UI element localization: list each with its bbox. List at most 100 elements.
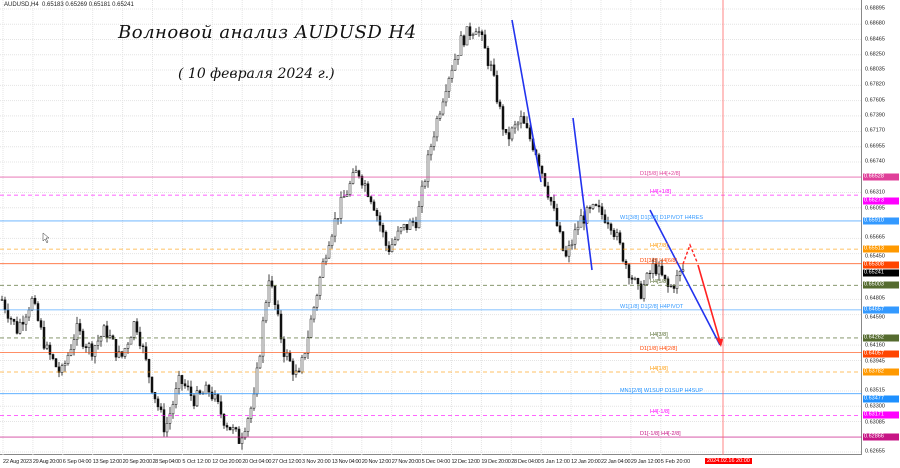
ohlc-values: 0.65183 0.65269 0.65181 0.65241	[42, 2, 134, 8]
candle-body	[357, 170, 361, 177]
candle-body	[96, 340, 100, 346]
candle-body	[522, 116, 526, 124]
x-tick-label: 28 Sep 04:00	[152, 459, 181, 465]
wave-line	[572, 117, 593, 271]
forecast-line	[697, 264, 722, 346]
candle-body	[360, 175, 364, 186]
candle-body	[444, 91, 448, 103]
current-time-label: 2024.02.16 20:00	[705, 458, 752, 464]
y-tick-label: 0.62655	[865, 448, 885, 455]
x-tick-label: 12 Dec 12:00	[451, 459, 480, 465]
wave-line	[511, 19, 542, 183]
candle-body	[666, 278, 670, 287]
candle-body	[537, 154, 541, 167]
candle-body	[456, 55, 460, 60]
candle-body	[306, 337, 310, 354]
price-tag: 0.63171	[863, 411, 899, 419]
candle-body	[153, 392, 157, 400]
candle-body	[147, 358, 151, 378]
level-label: H4[3/8]	[650, 331, 668, 338]
candle-body	[126, 343, 130, 349]
x-tick-label: 20 Nov 12:00	[361, 459, 391, 465]
candle-body	[426, 154, 430, 182]
candle-body	[216, 394, 220, 402]
candle-body	[573, 229, 577, 245]
candle-body	[309, 318, 313, 338]
candle-body	[261, 320, 265, 357]
candle-body	[564, 250, 568, 257]
candle-body	[24, 316, 28, 325]
candle-body	[288, 352, 292, 362]
candle-body	[396, 230, 400, 240]
candle-body	[600, 206, 604, 215]
candle-body	[255, 367, 259, 395]
candle-body	[585, 207, 589, 224]
candle-body	[420, 185, 424, 207]
x-tick-label: 27 Oct 12:00	[272, 459, 302, 465]
candle-body	[651, 263, 655, 274]
candle-body	[675, 275, 679, 289]
candle-body	[417, 206, 421, 229]
candle-body	[195, 390, 199, 407]
candle-body	[204, 384, 208, 395]
x-tick-label: 29 Aug 20:00	[32, 459, 62, 465]
chart-canvas	[0, 0, 862, 455]
candle-body	[390, 244, 394, 253]
candle-body	[594, 204, 598, 206]
candle-body	[237, 428, 241, 444]
y-tick-label: 0.63515	[865, 387, 885, 394]
candle-body	[540, 165, 544, 174]
candle-body	[546, 185, 550, 198]
candle-body	[294, 370, 298, 375]
y-tick-label: 0.64590	[865, 314, 885, 321]
candle-body	[162, 409, 166, 433]
candle-body	[114, 339, 118, 358]
candle-body	[192, 395, 196, 407]
candle-body	[165, 423, 169, 433]
candle-body	[150, 376, 154, 393]
candle-body	[342, 196, 346, 198]
candle-body	[132, 321, 136, 338]
candle-body	[465, 26, 469, 46]
candle-body	[591, 204, 595, 209]
candle-body	[369, 196, 373, 203]
candle-body	[381, 224, 385, 233]
y-tick-label: 0.67820	[865, 81, 885, 88]
candle-body	[60, 365, 64, 373]
candle-body	[240, 437, 244, 444]
candle-body	[441, 101, 445, 115]
candle-body	[408, 220, 412, 230]
price-tag: 0.63477	[863, 395, 899, 403]
level-label: D1[-1/8] H4[-2/8]	[640, 431, 681, 438]
candle-body	[105, 325, 109, 338]
candle-body	[501, 106, 505, 130]
candle-body	[66, 355, 70, 364]
candle-body	[327, 245, 331, 259]
candle-body	[168, 413, 172, 424]
y-tick-label: 0.67390	[865, 112, 885, 119]
candle-body	[171, 404, 175, 415]
candle-body	[33, 297, 37, 304]
candle-body	[231, 427, 235, 431]
candle-body	[330, 235, 334, 246]
candle-body	[372, 201, 376, 211]
candle-body	[207, 384, 211, 393]
candle-body	[333, 218, 337, 237]
candle-body	[552, 200, 556, 209]
candle-body	[621, 242, 625, 262]
candle-body	[612, 230, 616, 237]
candle-body	[588, 207, 592, 209]
candle-body	[198, 390, 202, 394]
candle-body	[174, 388, 178, 405]
candle-body	[45, 344, 49, 349]
candle-body	[678, 271, 682, 276]
current-price-tag: 0.65241	[863, 269, 899, 277]
plot-area[interactable]	[0, 0, 862, 455]
price-tag: 0.66273	[863, 197, 899, 205]
candle-body	[579, 215, 583, 228]
price-tag: 0.64057	[863, 350, 899, 358]
candle-body	[270, 280, 274, 287]
candle-body	[414, 222, 418, 229]
candle-body	[282, 338, 286, 357]
candle-body	[477, 31, 481, 33]
